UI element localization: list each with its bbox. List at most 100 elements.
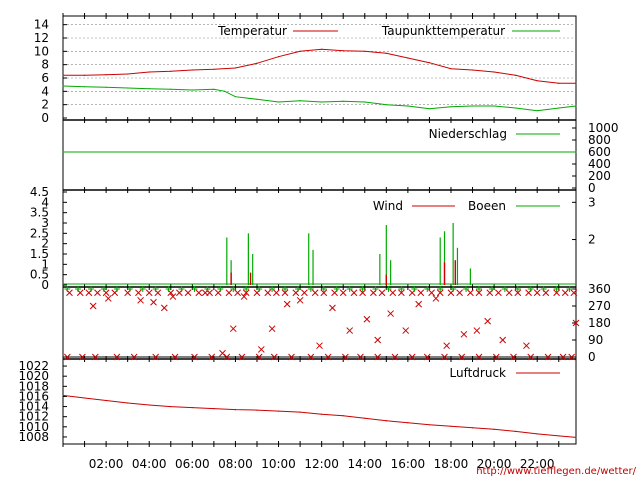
direction-marker: [488, 286, 495, 292]
direction-marker: [165, 286, 172, 292]
data-point: [148, 88, 150, 90]
direction-marker: [64, 286, 71, 292]
legend-label: Taupunkttemperatur: [381, 24, 505, 38]
right-tick-label: 270: [588, 299, 611, 313]
direction-marker: [561, 289, 569, 297]
direction-marker: [391, 353, 399, 361]
data-point: [299, 100, 301, 102]
direction-marker: [492, 353, 500, 361]
direction-marker: [514, 289, 522, 297]
data-point: [62, 394, 64, 397]
y-tick-label: 6: [41, 71, 49, 85]
data-point: [536, 433, 538, 435]
data-point: [148, 71, 150, 73]
data-point: [407, 422, 409, 424]
direction-marker: [432, 295, 440, 302]
direction-marker: [533, 289, 541, 297]
y-tick-label: 0: [41, 111, 49, 125]
data-point: [558, 435, 560, 437]
direction-marker: [137, 296, 144, 304]
data-point: [299, 411, 301, 413]
direction-marker: [339, 289, 347, 297]
y-tick-label: 0.5: [30, 268, 49, 282]
direction-marker: [329, 304, 336, 312]
data-point: [428, 62, 431, 64]
direction-marker: [450, 286, 457, 292]
direction-marker: [476, 286, 483, 292]
direction-marker: [553, 289, 560, 297]
direction-marker: [357, 353, 364, 361]
direction-marker: [208, 353, 216, 361]
y-tick-label: 1: [41, 257, 49, 271]
direction-marker: [342, 353, 349, 361]
data-point: [277, 101, 280, 103]
right-tick-label: 360: [588, 282, 611, 296]
direction-marker: [408, 353, 416, 361]
data-point: [428, 424, 431, 426]
direction-marker: [195, 289, 203, 297]
right-tick-label: 1000: [588, 121, 619, 135]
direction-marker: [145, 289, 153, 297]
right-tick-label: 0: [588, 181, 596, 195]
direction-marker: [296, 296, 304, 304]
direction-marker: [269, 286, 276, 292]
x-tick-label: 06:00: [175, 457, 210, 471]
x-tick-label: 12:00: [304, 457, 339, 471]
direction-marker: [100, 286, 107, 292]
data-point: [385, 52, 387, 54]
y-tick-label: 10: [34, 44, 49, 58]
y-tick-label: 1.5: [30, 247, 49, 261]
direction-marker: [294, 286, 301, 292]
direction-marker: [223, 353, 231, 361]
direction-marker: [243, 286, 250, 292]
direction-marker: [191, 286, 198, 292]
direction-marker: [240, 293, 248, 300]
x-tick-label: 20:00: [477, 457, 512, 471]
data-point: [277, 56, 280, 58]
data-point: [575, 82, 577, 84]
direction-marker: [324, 353, 332, 361]
direction-marker: [553, 286, 560, 292]
direction-marker: [126, 286, 133, 292]
direction-marker: [523, 342, 530, 350]
x-tick-label: 04:00: [132, 457, 167, 471]
plot-frame: [62, 15, 577, 445]
data-point: [62, 151, 64, 153]
direction-marker: [255, 353, 263, 361]
data-point: [407, 105, 409, 107]
data-point: [127, 87, 129, 89]
data-point: [83, 86, 86, 88]
direction-marker: [257, 346, 265, 353]
direction-marker: [428, 289, 435, 297]
direction-marker: [79, 353, 86, 361]
data-point: [471, 427, 474, 429]
data-point: [256, 62, 258, 64]
direction-marker: [242, 289, 250, 297]
direction-marker: [63, 353, 71, 361]
series-line-temperature-1: [62, 85, 577, 112]
direction-marker: [443, 342, 451, 350]
direction-marker: [104, 295, 112, 302]
direction-marker: [374, 336, 382, 344]
direction-marker: [417, 289, 425, 297]
direction-marker: [311, 289, 319, 297]
direction-marker: [230, 286, 237, 292]
direction-marker: [389, 289, 397, 297]
x-tick-label: 02:00: [89, 457, 124, 471]
direction-marker: [238, 353, 246, 361]
right-tick-label: 600: [588, 145, 611, 159]
x-tick-label: 08:00: [218, 457, 253, 471]
data-point: [321, 48, 323, 50]
legend-label: Boeen: [468, 199, 506, 213]
direction-marker: [320, 286, 327, 292]
direction-marker: [378, 289, 386, 297]
direction-marker: [495, 289, 502, 297]
data-point: [515, 430, 517, 432]
y-tick-label: 1020: [18, 369, 49, 383]
data-point: [170, 88, 172, 90]
y-tick-label: 4: [41, 195, 49, 209]
data-point: [277, 410, 280, 412]
direction-marker: [456, 289, 463, 297]
right-tick-label: 2: [588, 233, 596, 247]
direction-marker: [359, 289, 366, 297]
